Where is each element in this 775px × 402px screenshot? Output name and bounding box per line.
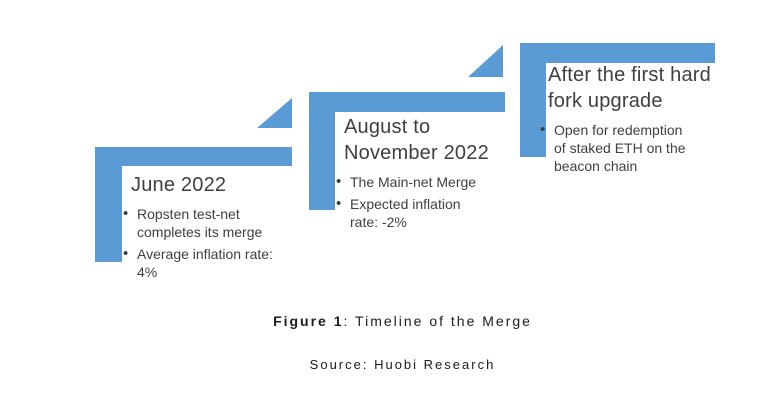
figure-caption-label: Figure 1 [273,313,344,329]
step-side-bar [95,147,122,262]
step-arrow-triangle-icon [257,98,292,128]
step-title: After the first hard fork upgrade [548,64,711,112]
bullet-item: Expected inflation rate: -2% [336,195,481,231]
step-top-bar [309,92,505,112]
figure-source: Source: Huobi Research [309,357,496,372]
step-title: June 2022 [131,174,227,196]
step-top-bar [520,43,715,63]
step-title: August to November 2022 [344,116,489,164]
step-content: After the first hard fork upgrade Open f… [540,62,733,175]
figure-caption-text: : Timeline of the Merge [343,313,532,329]
step-bullet-list: The Main-net Merge Expected inflation ra… [336,173,481,231]
bullet-item: The Main-net Merge [336,173,481,191]
step-content: August to November 2022 The Main-net Mer… [336,114,522,231]
figure-caption: Figure 1: Timeline of the Merge [30,313,775,329]
step-arrow-triangle-icon [468,45,503,77]
step-bullet-list: Open for redemption of staked ETH on the… [540,121,690,175]
bullet-item: Average inflation rate: 4% [123,245,275,281]
step-content: June 2022 Ropsten test-net completes its… [123,172,306,281]
bullet-item: Open for redemption of staked ETH on the… [540,121,690,175]
step-bullet-list: Ropsten test-net completes its merge Ave… [123,205,275,281]
step-side-bar [309,92,335,210]
step-top-bar [95,147,292,166]
bullet-item: Ropsten test-net completes its merge [123,205,275,241]
